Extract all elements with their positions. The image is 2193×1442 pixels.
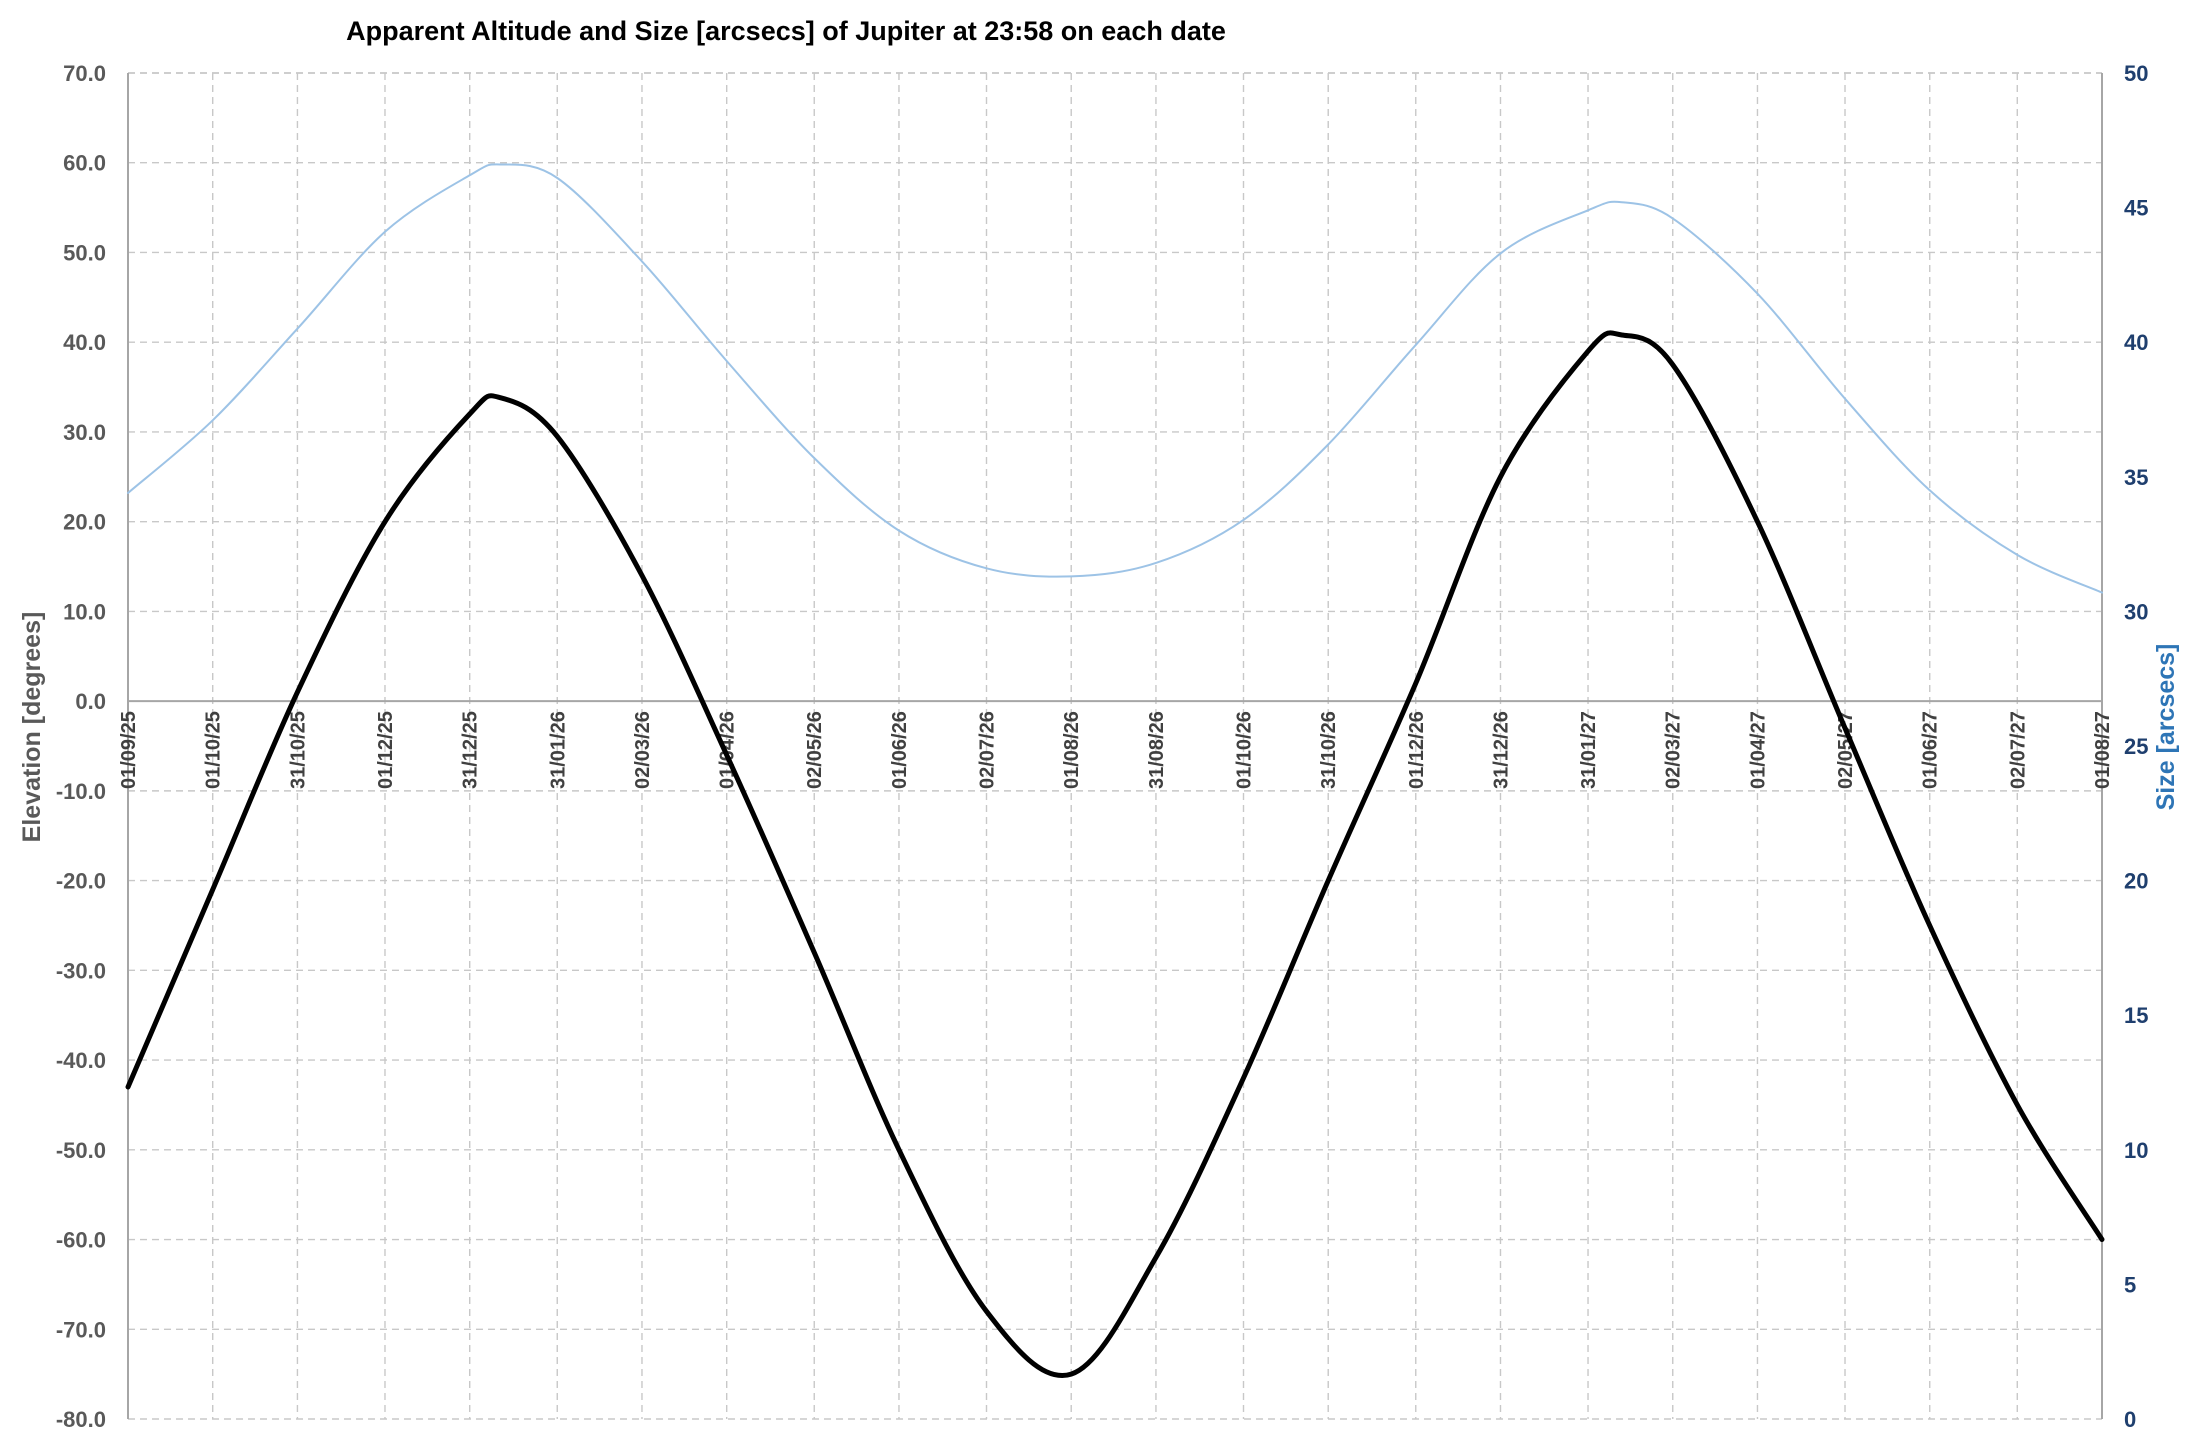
x-tick-label: 01/04/27 [1747, 711, 1769, 789]
x-tick-label: 02/05/27 [1835, 711, 1857, 789]
x-tick-label: 01/09/25 [118, 711, 140, 789]
y-tick-label: 60.0 [63, 151, 106, 176]
y-tick-label: -10.0 [56, 779, 106, 804]
x-tick-label: 31/01/27 [1578, 711, 1600, 789]
x-tick-label: 01/12/25 [375, 711, 397, 789]
size-series-line [127, 163, 2103, 594]
y-tick-label: -50.0 [56, 1138, 106, 1163]
y2-tick-label: 15 [2124, 1003, 2148, 1028]
x-tick-label: 01/06/27 [1920, 711, 1942, 789]
y-tick-label: -20.0 [56, 869, 106, 894]
y2-tick-label: 20 [2124, 869, 2148, 894]
x-tick-label: 01/10/25 [203, 711, 225, 789]
x-tick-label: 01/10/26 [1233, 711, 1255, 789]
x-tick-label: 01/12/26 [1406, 711, 1428, 789]
x-tick-label: 31/08/26 [1146, 711, 1168, 789]
y2-tick-label: 40 [2124, 330, 2148, 355]
x-tick-label: 02/05/26 [804, 711, 826, 789]
y2-tick-label: 45 [2124, 196, 2148, 221]
x-tick-label: 31/10/26 [1318, 711, 1340, 789]
chart-title: Apparent Altitude and Size [arcsecs] of … [346, 16, 1226, 46]
y2-tick-label: 0 [2124, 1407, 2136, 1432]
x-tick-label: 02/03/26 [632, 711, 654, 789]
y2-tick-label: 5 [2124, 1272, 2136, 1297]
y-tick-label: -70.0 [56, 1317, 106, 1342]
y-tick-label: 0.0 [75, 689, 106, 714]
gridlines [128, 72, 2102, 1420]
y-axis-title: Elevation [degrees] [18, 612, 46, 843]
y2-tick-label: 35 [2124, 465, 2148, 490]
y-tick-label: 20.0 [63, 510, 106, 535]
x-tick-label: 02/07/26 [977, 711, 999, 789]
y-tick-label: 40.0 [63, 330, 106, 355]
y-tick-label: 10.0 [63, 599, 106, 624]
x-tick-label: 31/01/26 [547, 711, 569, 789]
y-tick-label: -30.0 [56, 958, 106, 983]
x-tick-label: 31/10/25 [287, 711, 309, 789]
y-tick-label: -40.0 [56, 1048, 106, 1073]
y2-tick-label: 50 [2124, 61, 2148, 86]
y-tick-label: -80.0 [56, 1407, 106, 1432]
tick-labels: 70.0 60.0 50.0 40.0 30.0 20.0 10.0 0.0 -10.0 -20.… [56, 61, 2149, 1432]
y2-axis-title: Size [arcsecs] [2152, 644, 2180, 811]
x-tick-label: 31/12/25 [460, 711, 482, 789]
axes [127, 73, 2103, 1419]
x-tick-label: 01/08/26 [1061, 711, 1083, 789]
y2-tick-label: 30 [2124, 599, 2148, 624]
y2-tick-label: 25 [2124, 734, 2148, 759]
data-series [125, 163, 2105, 1379]
y-tick-label: 70.0 [63, 61, 106, 86]
x-tick-label: 01/06/26 [889, 711, 911, 789]
y-tick-label: -60.0 [56, 1228, 106, 1253]
y-tick-label: 30.0 [63, 420, 106, 445]
x-tick-label: 31/12/26 [1490, 711, 1512, 789]
y2-tick-label: 10 [2124, 1138, 2148, 1163]
x-tick-label: 02/03/27 [1663, 711, 1685, 789]
x-tick-label: 02/07/27 [2007, 711, 2029, 789]
x-tick-label: 01/08/27 [2092, 711, 2114, 789]
y-tick-label: 50.0 [63, 240, 106, 265]
elevation-series-line [125, 330, 2105, 1379]
